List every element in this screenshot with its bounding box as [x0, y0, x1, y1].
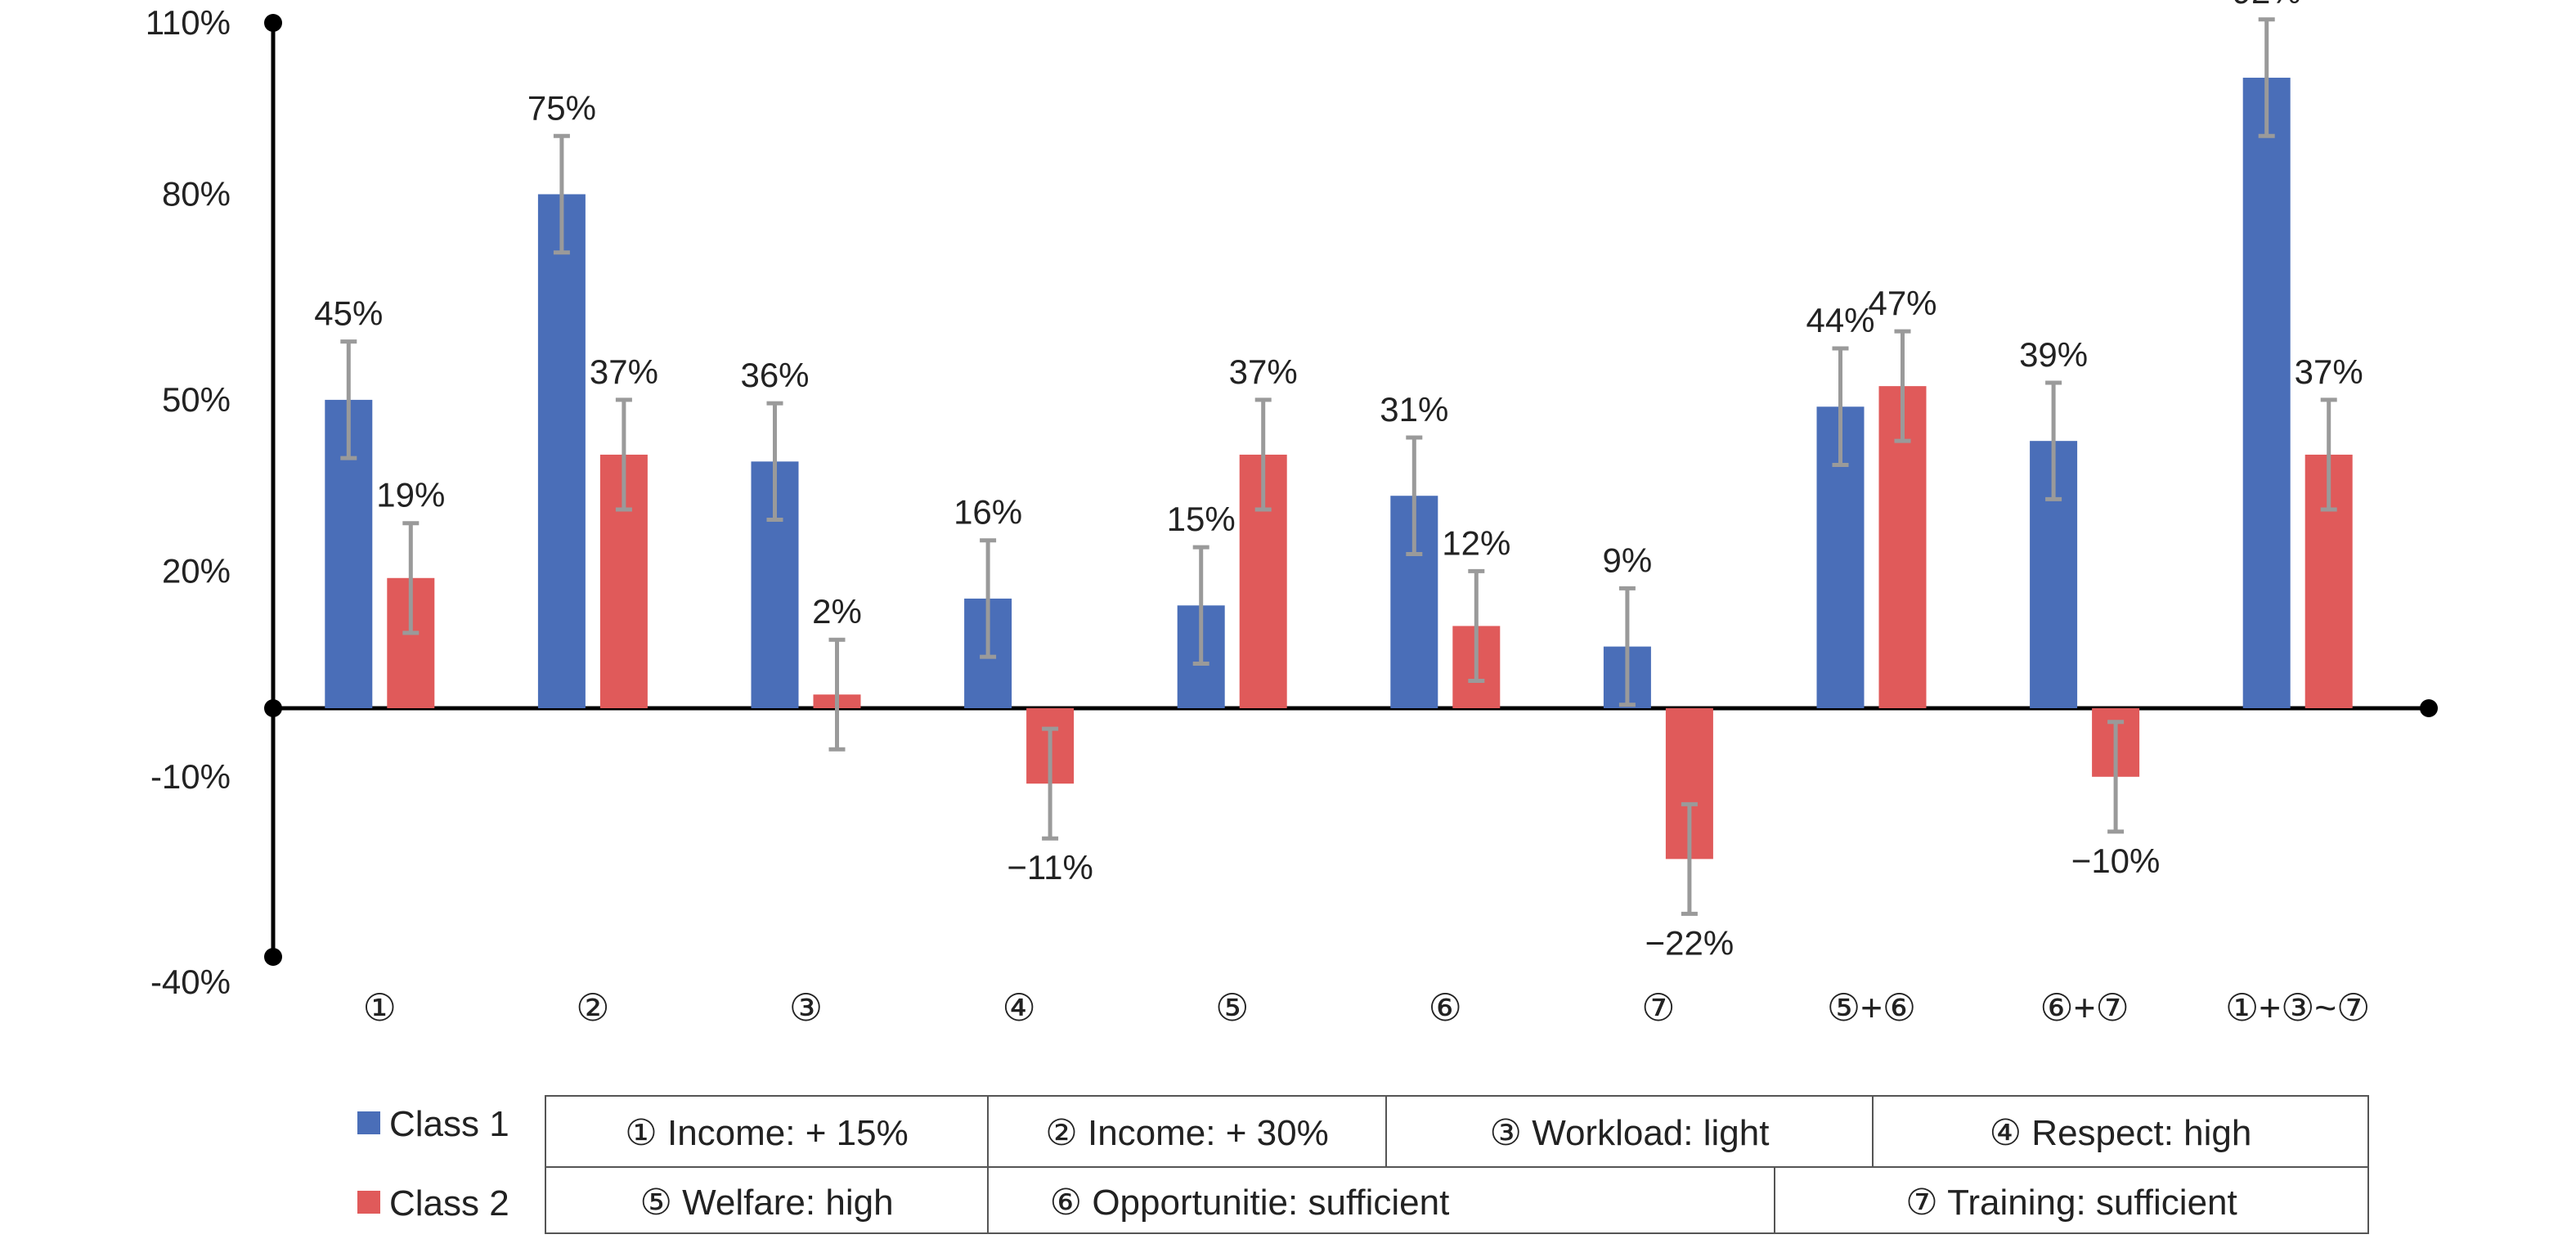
- y-tick-label: -10%: [150, 757, 231, 796]
- abbreviation-table: ① Income: + 15% ② Income: + 30% ③ Workload…: [545, 1095, 2369, 1234]
- data-label: 75%: [527, 88, 596, 127]
- data-label: 19%: [376, 476, 445, 514]
- abbreviation-cell: ③ Workload: light: [1490, 1113, 1770, 1153]
- abbreviation-cell: ⑥ Opportunitie: sufficient: [1050, 1183, 1450, 1223]
- origin-dot: [264, 699, 282, 717]
- y-tick-label: 50%: [162, 380, 231, 419]
- abbreviation-cell: ⑤ Welfare: high: [640, 1183, 893, 1223]
- data-label: 92%: [2233, 0, 2301, 11]
- x-tick-label: ⑤: [1215, 986, 1249, 1029]
- legend: Class 1 Class 2: [357, 1104, 509, 1223]
- abbreviation-cell: ④ Respect: high: [1990, 1113, 2252, 1153]
- x-axis-end-dot: [2420, 699, 2438, 717]
- y-tick-label: 110%: [146, 3, 231, 42]
- bars: [325, 78, 2353, 860]
- bar-class-1: [2242, 78, 2291, 709]
- x-tick-label: ①: [363, 986, 397, 1029]
- data-label: 16%: [954, 493, 1022, 532]
- x-tick-label: ①+③~⑦: [2225, 986, 2370, 1029]
- legend-swatch: [357, 1111, 380, 1134]
- abbreviation-cell: ⑦ Training: sufficient: [1905, 1183, 2237, 1223]
- x-tick-label: ②: [576, 986, 609, 1029]
- x-tick-label: ④: [1002, 986, 1035, 1029]
- bar-class-1: [537, 194, 586, 708]
- data-label: 37%: [590, 352, 658, 391]
- data-label: 37%: [2295, 352, 2363, 391]
- y-axis-bottom-dot: [264, 948, 282, 966]
- abbreviation-cell: ② Income: + 30%: [1045, 1113, 1328, 1153]
- x-axis-ticks: ① ② ③ ④ ⑤ ⑥ ⑦ ⑤+⑥ ⑥+⑦ ①+③~⑦: [363, 986, 2371, 1029]
- abbreviation-cell: ① Income: + 15%: [625, 1113, 908, 1153]
- data-label: 12%: [1442, 523, 1510, 562]
- legend-swatch: [357, 1191, 380, 1214]
- data-label: −10%: [2071, 842, 2161, 880]
- y-tick-label: -40%: [150, 963, 231, 1001]
- x-tick-label: ③: [789, 986, 823, 1029]
- data-label: −22%: [1645, 923, 1735, 962]
- legend-label: Class 2: [389, 1183, 509, 1223]
- data-label: 2%: [812, 592, 862, 631]
- data-label: 44%: [1806, 301, 1874, 339]
- data-label: 15%: [1167, 500, 1236, 538]
- data-label: −11%: [1007, 848, 1093, 887]
- data-label: 36%: [740, 356, 809, 394]
- data-label: 31%: [1380, 390, 1448, 429]
- axes: [264, 14, 2438, 966]
- y-tick-label: 20%: [162, 551, 231, 590]
- y-axis-ticks: 110% 80% 50% 20% -10% -40%: [146, 3, 231, 1001]
- x-tick-label: ⑥+⑦: [2040, 986, 2129, 1029]
- x-tick-label: ⑦: [1641, 986, 1675, 1029]
- legend-label: Class 1: [389, 1104, 509, 1144]
- data-label: 37%: [1229, 352, 1298, 391]
- y-axis-top-dot: [264, 14, 282, 32]
- x-tick-label: ⑥: [1429, 986, 1462, 1029]
- data-labels: 45% 19% 75% 37% 36% 2% 16% −11% 15% 37% 31% 12% 9% −2…: [314, 0, 2363, 962]
- data-label: 45%: [314, 294, 383, 333]
- table-border: [545, 1095, 2369, 1234]
- x-tick-label: ⑤+⑥: [1827, 986, 1916, 1029]
- data-label: 9%: [1603, 541, 1653, 579]
- data-label: 39%: [2019, 335, 2088, 374]
- error-bars: [340, 17, 2337, 916]
- y-tick-label: 80%: [162, 175, 231, 213]
- data-label: 47%: [1868, 284, 1936, 322]
